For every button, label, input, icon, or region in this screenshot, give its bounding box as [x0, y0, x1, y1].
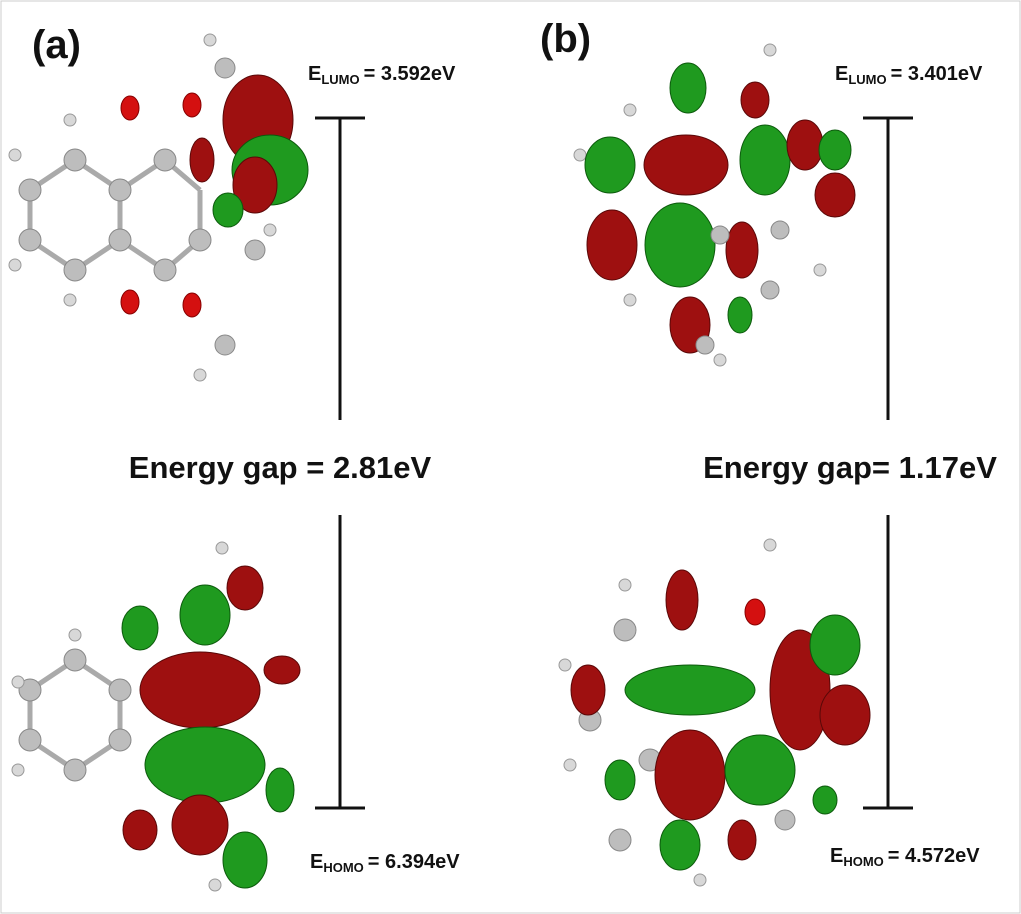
subscript: HOMO	[323, 860, 363, 875]
panel-label: (a)	[32, 23, 81, 67]
energy-gap: Energy gap = 2.81eV	[129, 450, 432, 485]
figure: (a) ELUMO= 3.592eV Energy gap = 2.81eV E…	[0, 0, 1021, 914]
panel-label: (b)	[540, 17, 591, 61]
page: {"panels": [ {"label": "(a)", "lumo": {"…	[0, 0, 1021, 914]
symbol: E	[835, 63, 848, 85]
symbol: E	[310, 851, 323, 873]
symbol: E	[830, 845, 843, 867]
symbol: E	[308, 63, 321, 85]
subscript: HOMO	[843, 854, 883, 869]
value: = 3.592eV	[364, 63, 456, 85]
subscript: LUMO	[321, 72, 359, 87]
value: = 4.572eV	[888, 845, 980, 867]
value: = 6.394eV	[368, 851, 460, 873]
subscript: LUMO	[848, 72, 886, 87]
energy-gap: Energy gap= 1.17eV	[703, 450, 997, 485]
value: = 3.401eV	[891, 63, 983, 85]
